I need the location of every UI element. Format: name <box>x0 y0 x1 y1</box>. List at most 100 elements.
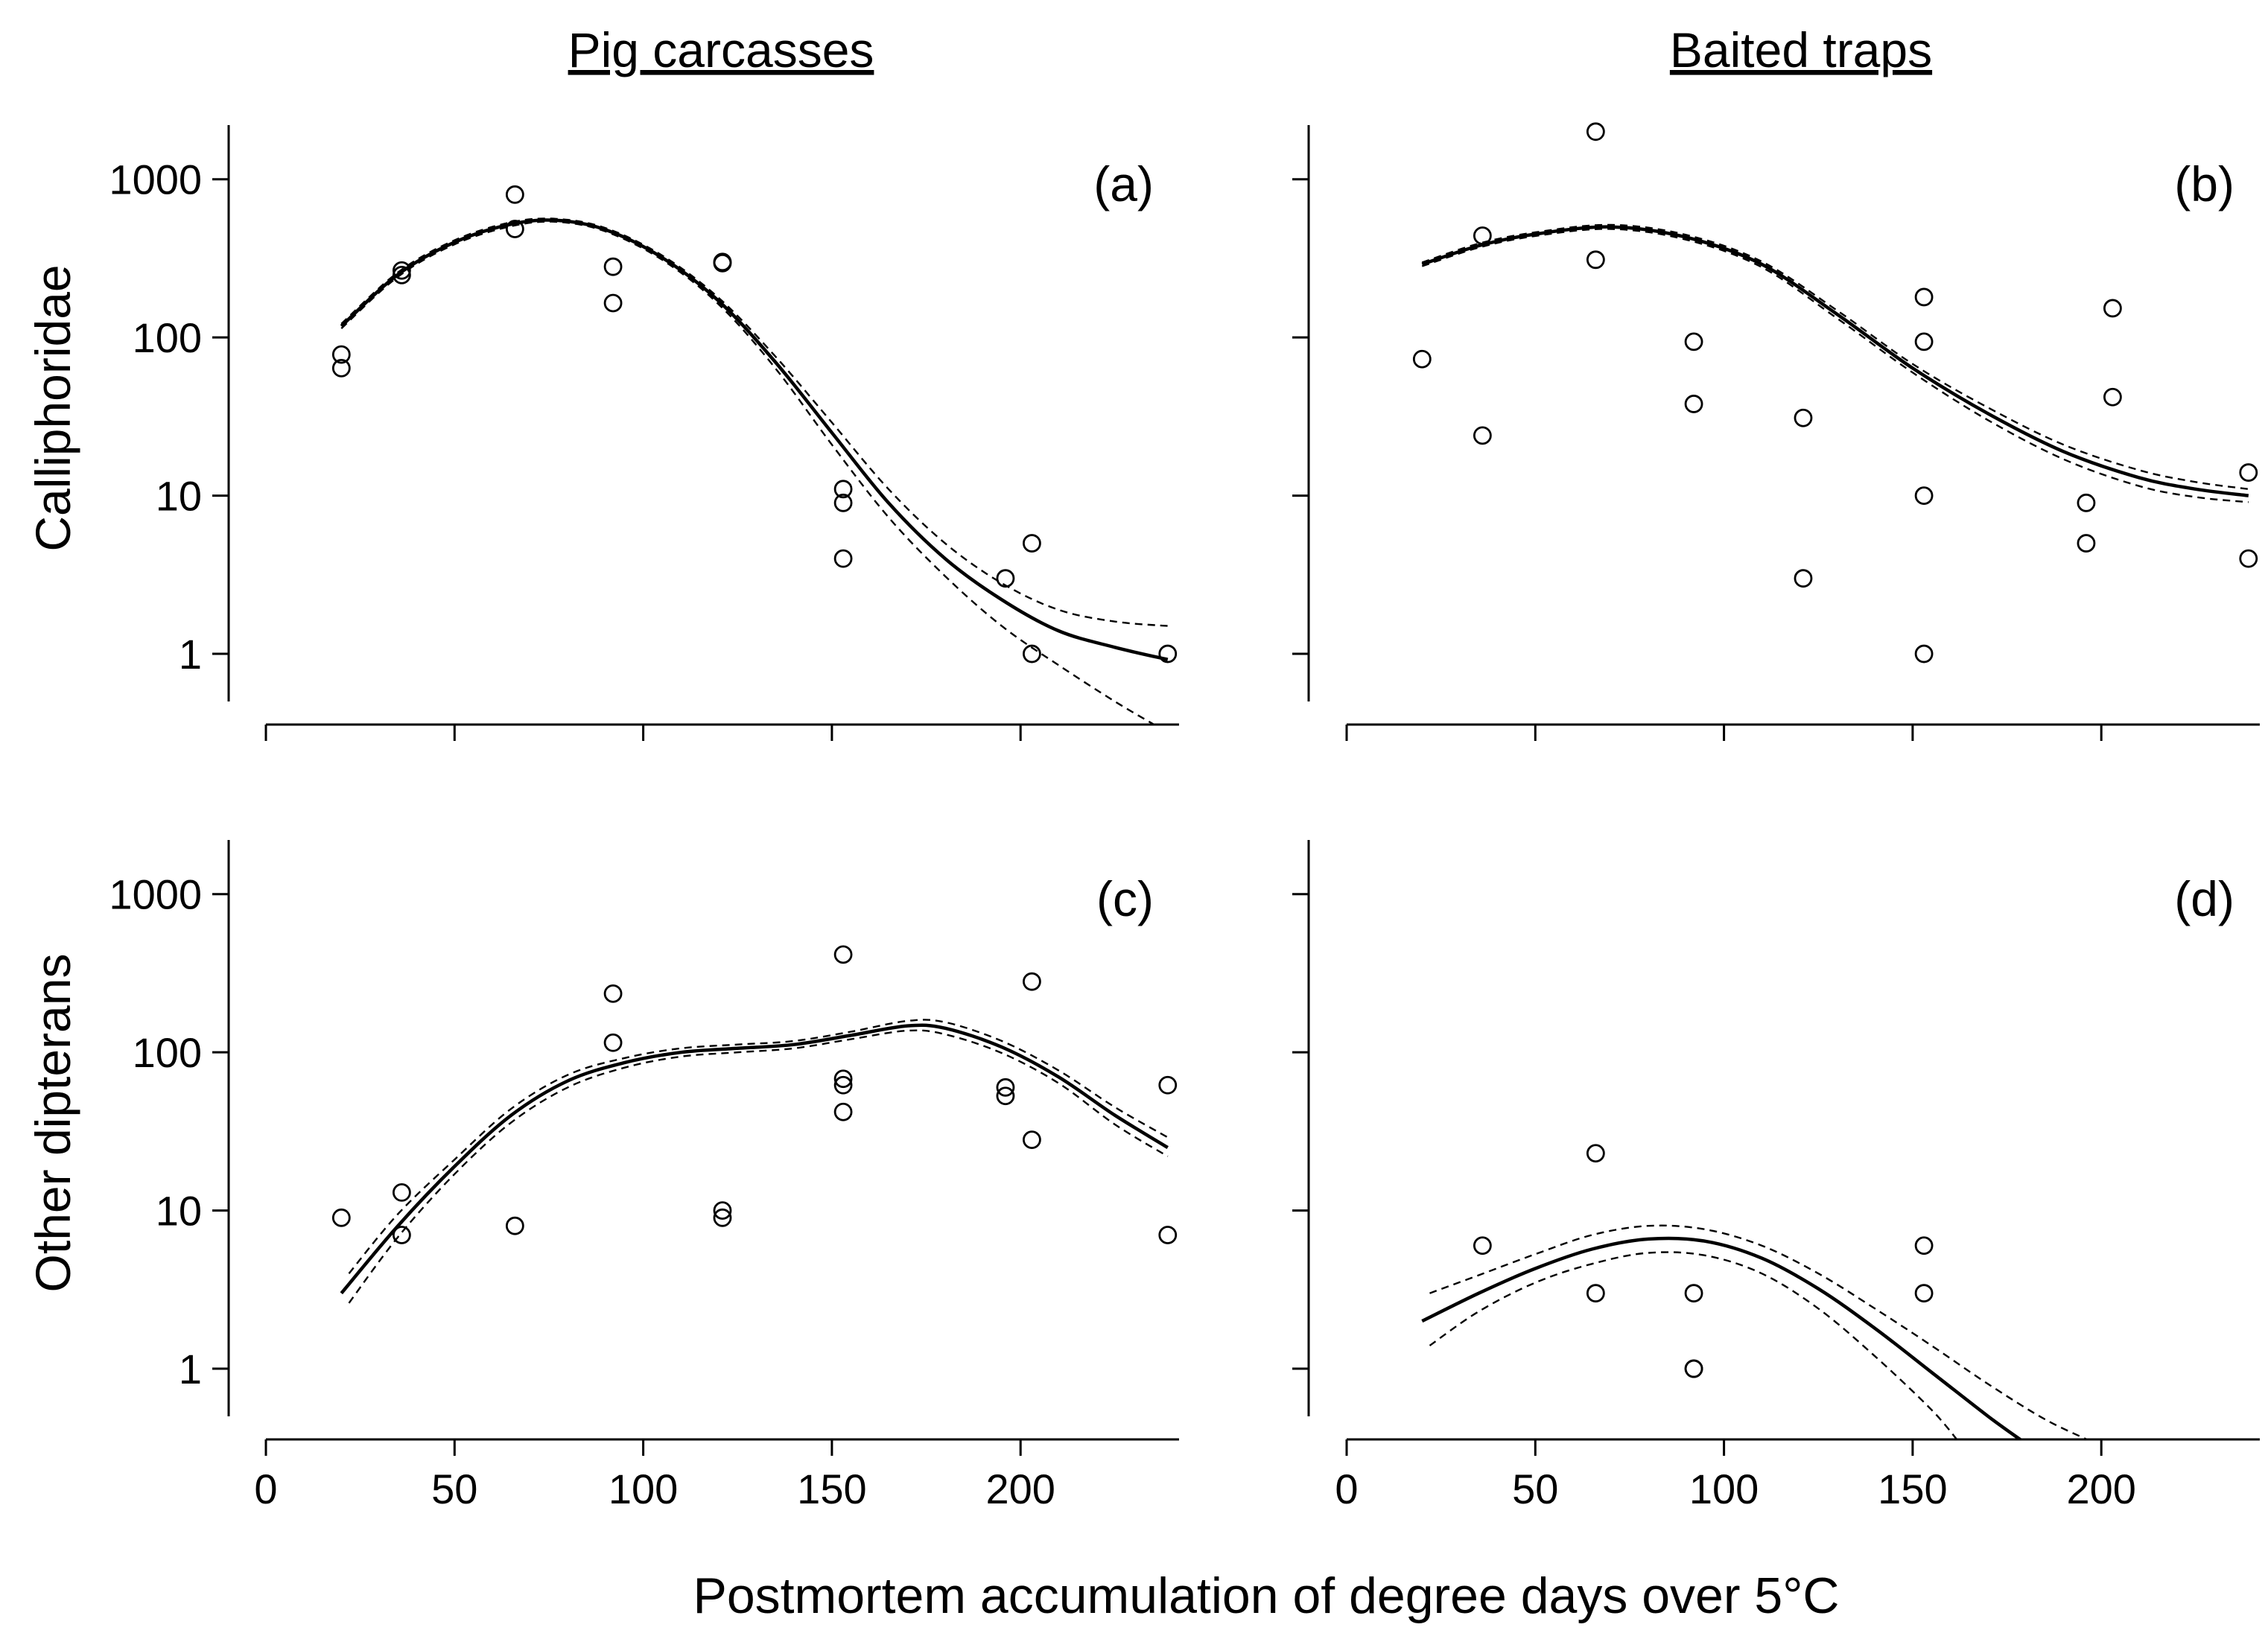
x-axis-d <box>1345 1438 2260 1456</box>
data-point <box>1412 349 1432 369</box>
ci-lower-line <box>348 1029 1169 1304</box>
x-tick-label: 50 <box>431 1465 477 1512</box>
ci-upper-line <box>1421 223 2249 490</box>
data-point <box>833 1069 853 1089</box>
y-tick-label: 1000 <box>109 871 202 918</box>
x-tick-label: 200 <box>985 1465 1055 1512</box>
x-tick-label: 100 <box>1689 1465 1759 1512</box>
x-axis-a <box>264 723 1179 741</box>
data-point <box>713 1208 732 1227</box>
data-point <box>1914 486 1934 506</box>
x-axis-c <box>264 1438 1179 1456</box>
data-point <box>505 220 524 238</box>
y-tick-label: 10 <box>156 473 202 520</box>
x-tick-label: 150 <box>1878 1465 1947 1512</box>
fit-line <box>1421 1236 2022 1439</box>
y-axis-b <box>1292 125 1310 701</box>
x-axis-b <box>1345 723 2260 741</box>
data-point <box>2103 387 2122 407</box>
data-point <box>996 1086 1015 1106</box>
y-axis-d <box>1292 840 1310 1416</box>
y-tick-label: 1 <box>179 631 202 678</box>
curves-d <box>1421 1224 2088 1439</box>
data-point <box>1684 332 1703 351</box>
panel-a: 1 10 100 1000 (a) <box>109 125 1179 741</box>
ci-upper-line <box>1429 1224 2088 1439</box>
data-point <box>833 1102 853 1121</box>
fit-line <box>340 1023 1169 1295</box>
panel-d: 0 50 100 150 200 (d) <box>1292 840 2260 1512</box>
y-tick-label: 100 <box>133 1029 202 1076</box>
data-point <box>1914 1284 1934 1303</box>
x-axis-title: Postmortem accumulation of degree days o… <box>693 1567 1839 1624</box>
panel-label-b: (b) <box>2174 156 2234 211</box>
data-point <box>1586 122 1605 141</box>
data-point <box>1586 1284 1605 1303</box>
data-point <box>505 1216 524 1235</box>
data-point <box>603 984 623 1003</box>
column-title-baited-traps: Baited traps <box>1670 22 1932 77</box>
data-point <box>713 1201 732 1220</box>
ci-upper-line <box>340 217 1168 627</box>
ci-upper-line <box>348 1019 1169 1274</box>
y-tick-label: 1 <box>179 1346 202 1392</box>
data-point <box>833 493 853 512</box>
data-point <box>1022 1130 1041 1150</box>
data-point <box>1022 972 1041 991</box>
ci-lower-line <box>1429 1251 1957 1439</box>
panel-label-c: (c) <box>1096 871 1154 926</box>
y-axis-a <box>212 125 230 701</box>
x-tick-label: 100 <box>609 1465 678 1512</box>
data-point <box>1158 1226 1178 1244</box>
data-point <box>1684 1359 1703 1378</box>
curves-c <box>340 1019 1169 1304</box>
data-point <box>833 480 853 499</box>
data-point <box>2103 299 2122 318</box>
data-point <box>1473 226 1492 245</box>
data-point <box>1586 1144 1605 1163</box>
data-point <box>331 1208 351 1227</box>
panel-label-d: (d) <box>2174 871 2234 926</box>
data-point <box>2239 549 2258 568</box>
data-point <box>392 1183 411 1202</box>
data-point <box>833 945 853 964</box>
row-title-other-dipterans: Other dipterans <box>25 954 80 1293</box>
data-point <box>505 185 524 204</box>
data-point <box>1158 644 1178 663</box>
data-point <box>1914 332 1934 351</box>
data-point <box>1022 534 1041 553</box>
data-point <box>392 1226 411 1244</box>
data-point <box>331 358 351 378</box>
y-tick-label: 100 <box>133 314 202 361</box>
curves-b <box>1421 223 2249 503</box>
data-point <box>2239 463 2258 482</box>
ci-lower-line <box>1421 228 2249 503</box>
fit-line <box>1421 225 2249 497</box>
column-title-pig-carcasses: Pig carcasses <box>568 22 874 77</box>
row-title-calliphoridae: Calliphoridae <box>25 264 80 551</box>
data-point <box>603 1033 623 1052</box>
data-point <box>1914 1236 1934 1255</box>
data-point <box>996 569 1015 588</box>
x-tick-label: 0 <box>1335 1465 1358 1512</box>
data-point <box>603 293 623 313</box>
curves-a <box>340 217 1169 724</box>
panel-c: 1 10 100 1000 0 50 100 150 200 (c) <box>109 840 1179 1512</box>
y-tick-label: 1000 <box>109 156 202 203</box>
data-point <box>1684 1284 1703 1303</box>
data-point <box>833 1075 853 1095</box>
data-point <box>1914 644 1934 663</box>
data-point <box>1473 1236 1492 1255</box>
y-axis-c <box>212 840 230 1416</box>
data-point <box>1586 250 1605 270</box>
data-point <box>833 549 853 568</box>
data-point <box>603 257 623 276</box>
data-point <box>713 253 732 273</box>
x-tick-label: 50 <box>1512 1465 1558 1512</box>
data-point <box>1022 644 1041 663</box>
data-point <box>2077 534 2096 553</box>
x-tick-label: 200 <box>2066 1465 2135 1512</box>
x-tick-label: 150 <box>797 1465 866 1512</box>
